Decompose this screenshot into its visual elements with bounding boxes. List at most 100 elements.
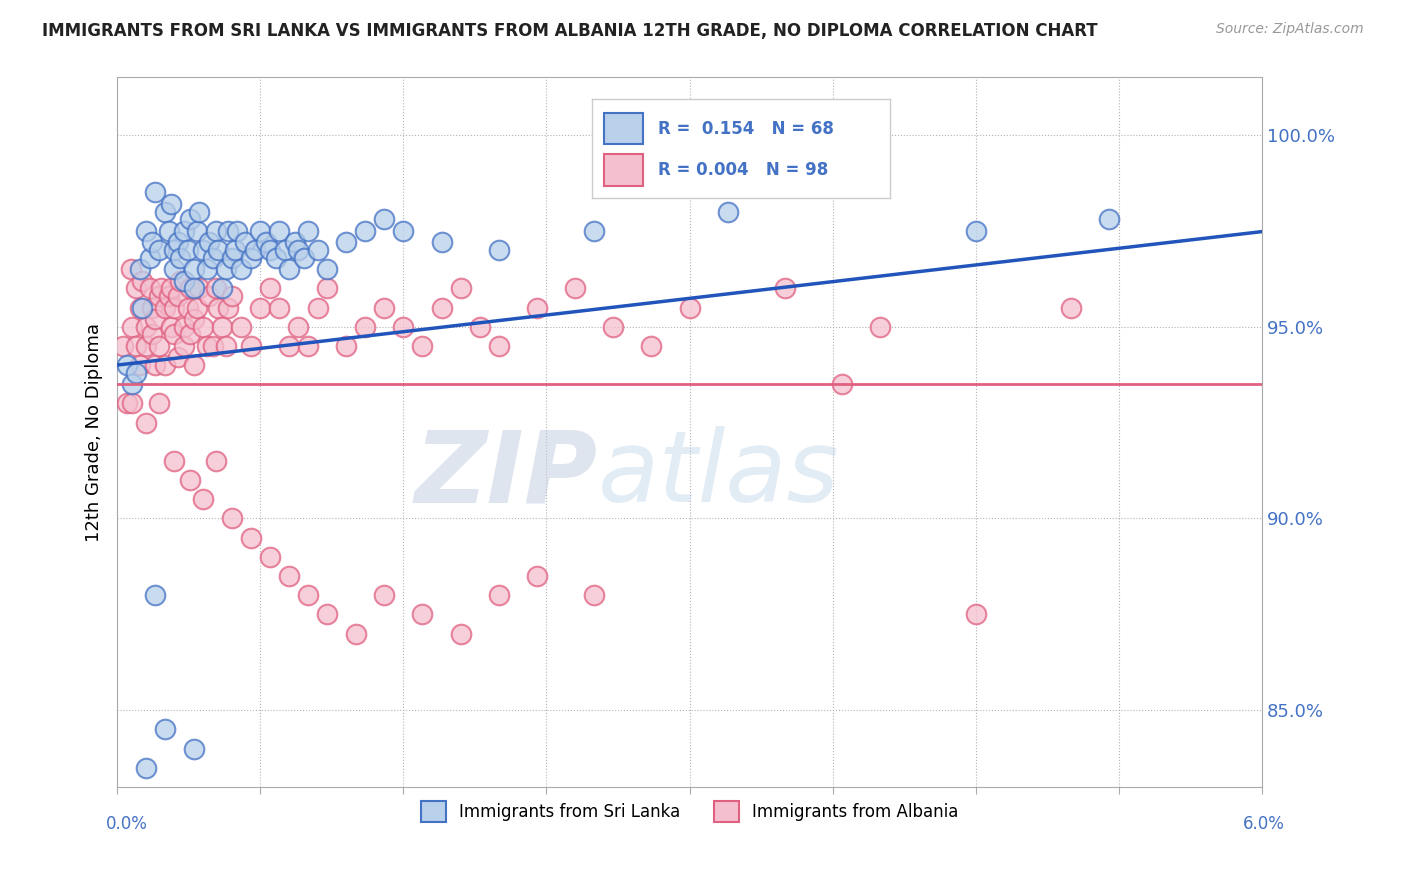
Point: [602, 319, 624, 334]
Point: [239, 339, 262, 353]
Text: Source: ZipAtlas.com: Source: ZipAtlas.com: [1216, 22, 1364, 37]
Point: [254, 235, 277, 250]
Point: [344, 626, 367, 640]
Point: [186, 224, 208, 238]
Point: [205, 454, 228, 468]
Point: [159, 319, 181, 334]
Point: [153, 358, 176, 372]
Point: [183, 741, 205, 756]
Point: [269, 224, 291, 238]
Point: [163, 262, 186, 277]
Point: [159, 197, 181, 211]
Point: [148, 243, 170, 257]
Point: [269, 301, 291, 315]
Point: [205, 224, 228, 238]
Point: [259, 243, 281, 257]
Point: [143, 358, 166, 372]
Point: [120, 262, 142, 277]
Point: [195, 339, 218, 353]
Point: [135, 761, 157, 775]
Point: [205, 281, 228, 295]
Y-axis label: 12th Grade, No Diploma: 12th Grade, No Diploma: [86, 323, 103, 541]
Point: [392, 319, 415, 334]
Point: [177, 301, 200, 315]
Point: [488, 243, 510, 257]
Point: [121, 319, 143, 334]
Point: [316, 607, 339, 622]
Point: [221, 251, 243, 265]
Point: [207, 301, 229, 315]
Point: [450, 281, 472, 295]
Point: [163, 327, 186, 342]
Point: [468, 319, 491, 334]
Point: [167, 235, 190, 250]
Point: [354, 319, 377, 334]
Point: [135, 339, 157, 353]
Point: [188, 281, 211, 295]
Point: [143, 186, 166, 200]
Point: [173, 319, 195, 334]
Point: [221, 289, 243, 303]
Point: [169, 251, 191, 265]
Point: [125, 339, 148, 353]
Text: atlas: atlas: [598, 426, 839, 524]
Point: [259, 549, 281, 564]
Point: [121, 396, 143, 410]
Point: [221, 511, 243, 525]
Point: [287, 243, 309, 257]
Point: [197, 289, 219, 303]
Point: [173, 224, 195, 238]
Point: [211, 281, 233, 295]
Point: [316, 262, 339, 277]
Point: [297, 224, 319, 238]
Point: [678, 301, 700, 315]
Point: [183, 312, 205, 326]
Point: [163, 301, 186, 315]
Point: [159, 281, 181, 295]
Point: [129, 358, 152, 372]
Point: [450, 626, 472, 640]
Point: [287, 319, 309, 334]
Point: [307, 243, 329, 257]
Point: [201, 339, 224, 353]
Point: [284, 235, 307, 250]
Point: [965, 224, 987, 238]
Point: [191, 319, 214, 334]
Text: 6.0%: 6.0%: [1243, 815, 1285, 833]
Point: [177, 243, 200, 257]
Point: [201, 251, 224, 265]
Point: [1098, 212, 1121, 227]
Point: [186, 301, 208, 315]
Point: [217, 224, 239, 238]
Point: [231, 262, 253, 277]
Point: [411, 339, 433, 353]
Point: [188, 204, 211, 219]
Point: [143, 588, 166, 602]
Point: [129, 301, 152, 315]
Point: [163, 454, 186, 468]
Point: [195, 262, 218, 277]
Point: [277, 569, 299, 583]
Point: [239, 531, 262, 545]
Point: [373, 588, 395, 602]
Point: [264, 251, 287, 265]
Point: [243, 243, 266, 257]
Point: [143, 312, 166, 326]
Point: [150, 281, 173, 295]
Point: [373, 212, 395, 227]
Point: [135, 416, 157, 430]
Point: [226, 224, 249, 238]
Point: [373, 301, 395, 315]
Point: [173, 339, 195, 353]
Point: [183, 262, 205, 277]
Point: [191, 243, 214, 257]
Point: [583, 224, 606, 238]
Text: ZIP: ZIP: [415, 426, 598, 524]
Point: [163, 243, 186, 257]
Point: [335, 235, 357, 250]
Point: [217, 301, 239, 315]
Point: [125, 366, 148, 380]
Point: [157, 289, 180, 303]
Legend: Immigrants from Sri Lanka, Immigrants from Albania: Immigrants from Sri Lanka, Immigrants fr…: [413, 795, 965, 829]
Point: [430, 235, 453, 250]
